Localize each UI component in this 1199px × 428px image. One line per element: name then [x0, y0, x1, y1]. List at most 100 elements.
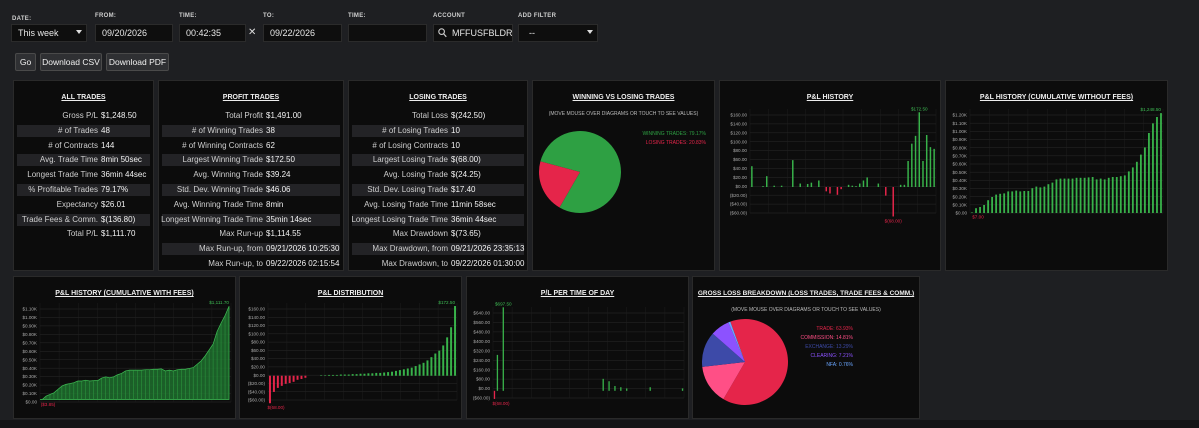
bar[interactable]: [922, 161, 924, 187]
bar[interactable]: [379, 372, 382, 376]
bar[interactable]: [502, 307, 504, 391]
bar[interactable]: [858, 183, 861, 187]
bar[interactable]: [1007, 191, 1010, 213]
bar[interactable]: [434, 353, 437, 376]
bar[interactable]: [375, 372, 378, 376]
bar[interactable]: [911, 143, 913, 187]
bar[interactable]: [335, 374, 338, 376]
bar[interactable]: [792, 160, 794, 187]
bar[interactable]: [288, 375, 291, 384]
bar[interactable]: [1160, 113, 1162, 213]
bar[interactable]: [979, 207, 981, 213]
bar[interactable]: [810, 182, 813, 187]
bar[interactable]: [614, 386, 616, 391]
bar[interactable]: [414, 366, 417, 376]
bar[interactable]: [907, 161, 909, 187]
gross-loss-pie[interactable]: [702, 319, 788, 405]
bar[interactable]: [918, 112, 921, 187]
bar[interactable]: [1051, 182, 1054, 213]
bar[interactable]: [626, 388, 628, 391]
bar[interactable]: [847, 184, 850, 187]
bar[interactable]: [493, 390, 496, 399]
bar[interactable]: [892, 187, 894, 217]
bar[interactable]: [1111, 177, 1114, 213]
bar[interactable]: [929, 147, 932, 187]
bar[interactable]: [933, 148, 935, 187]
bar[interactable]: [450, 327, 453, 376]
bar[interactable]: [272, 375, 275, 392]
bar[interactable]: [446, 337, 449, 376]
bar[interactable]: [1015, 190, 1018, 213]
win-lose-pie[interactable]: [539, 131, 621, 213]
account-input[interactable]: MFFUSFBLDR53: [433, 24, 513, 42]
pie-slice[interactable]: [539, 161, 580, 210]
bar[interactable]: [363, 373, 366, 376]
bar[interactable]: [1099, 178, 1102, 213]
bar[interactable]: [1087, 177, 1090, 213]
bar[interactable]: [331, 374, 334, 376]
bar[interactable]: [925, 135, 928, 187]
pie-slice[interactable]: [711, 322, 745, 369]
bar[interactable]: [987, 200, 989, 213]
bar[interactable]: [324, 375, 327, 376]
bar[interactable]: [1119, 176, 1122, 213]
clear-icon[interactable]: ✕: [248, 27, 257, 38]
bar[interactable]: [825, 187, 828, 192]
bar[interactable]: [280, 375, 283, 386]
bar[interactable]: [1023, 191, 1026, 213]
bar[interactable]: [829, 187, 831, 194]
bar[interactable]: [339, 374, 342, 376]
bar[interactable]: [422, 362, 425, 376]
bar[interactable]: [418, 364, 421, 376]
bar[interactable]: [410, 367, 413, 376]
pie-slice[interactable]: [728, 321, 745, 363]
bar[interactable]: [276, 375, 279, 388]
bar[interactable]: [1107, 177, 1110, 213]
bar[interactable]: [296, 375, 299, 380]
bar[interactable]: [367, 373, 370, 376]
cum-with-fees-chart[interactable]: $1.10K $1.00K $0.90K $0.80K $0.70K $0.60K $0.5…: [14, 297, 237, 420]
bar[interactable]: [1091, 177, 1094, 213]
bar[interactable]: [1152, 123, 1154, 213]
bar[interactable]: [851, 185, 854, 187]
bar[interactable]: [773, 185, 775, 187]
area-series[interactable]: [39, 306, 230, 401]
bar[interactable]: [836, 187, 839, 195]
bar[interactable]: [359, 373, 362, 376]
bar[interactable]: [438, 350, 441, 376]
bar[interactable]: [840, 187, 842, 190]
from-date-input[interactable]: 09/20/2026: [95, 24, 173, 42]
pie-slice[interactable]: [539, 131, 621, 213]
bar[interactable]: [347, 374, 350, 376]
add-filter-select[interactable]: --: [518, 24, 598, 42]
bar[interactable]: [885, 187, 887, 196]
bar[interactable]: [681, 388, 684, 391]
bar[interactable]: [780, 185, 783, 187]
bar[interactable]: [371, 373, 374, 376]
to-date-input[interactable]: 09/22/2026: [263, 24, 342, 42]
bar[interactable]: [1063, 178, 1066, 213]
bar[interactable]: [1083, 177, 1086, 213]
bar[interactable]: [620, 387, 622, 391]
bar[interactable]: [268, 375, 271, 404]
bar[interactable]: [1139, 154, 1142, 213]
bar[interactable]: [1003, 193, 1006, 213]
bar[interactable]: [1055, 179, 1058, 213]
download-pdf-button[interactable]: Download PDF: [106, 53, 169, 71]
pie-slice[interactable]: [702, 353, 754, 403]
date-select[interactable]: This week: [11, 24, 87, 42]
bar[interactable]: [1095, 179, 1098, 213]
bar[interactable]: [292, 375, 295, 382]
bar[interactable]: [1067, 178, 1070, 213]
bar[interactable]: [818, 180, 820, 188]
bar[interactable]: [975, 208, 977, 213]
bar[interactable]: [649, 387, 651, 391]
bar[interactable]: [1127, 171, 1130, 213]
bar[interactable]: [406, 368, 409, 376]
bar[interactable]: [387, 372, 390, 376]
bar[interactable]: [1031, 188, 1034, 213]
bar[interactable]: [496, 354, 499, 391]
bar[interactable]: [866, 177, 868, 187]
bar[interactable]: [1047, 184, 1050, 213]
bar[interactable]: [1123, 175, 1126, 213]
